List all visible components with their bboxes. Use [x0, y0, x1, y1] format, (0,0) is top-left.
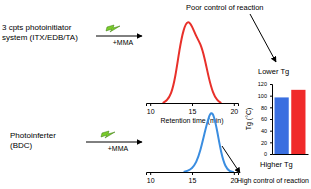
tick: 0	[264, 151, 272, 157]
tick: 80	[261, 105, 272, 111]
tick-mark	[270, 84, 272, 85]
tick-mark	[270, 96, 272, 97]
light-icon	[106, 25, 120, 32]
y-axis: 0 20 40 60 80 100 120	[258, 81, 273, 157]
tick-label: 15	[189, 108, 197, 115]
tick-mark	[150, 103, 151, 106]
light-icon	[101, 131, 115, 138]
initiator-label: system (ITX/EDB/TA)	[2, 33, 78, 42]
figure: 101520Retention time (min)10152002040608…	[0, 0, 311, 189]
tick: 20	[261, 140, 272, 146]
tick: 100	[258, 93, 272, 99]
initiator-label: Photoinferter	[10, 131, 56, 140]
tick-mark	[270, 154, 272, 155]
bar	[275, 97, 289, 154]
annotation: Lower Tg	[258, 67, 289, 76]
tick: 15	[189, 172, 197, 184]
tick: 120	[258, 81, 272, 87]
tick: 15	[189, 103, 197, 115]
tick-label: 0	[264, 151, 267, 157]
x-axis: 101520	[147, 172, 239, 184]
tick-label: 120	[258, 81, 267, 87]
tick: 60	[261, 116, 272, 122]
tick-mark	[192, 103, 193, 106]
plot-area	[275, 90, 306, 154]
gpc-curve	[163, 22, 222, 103]
tick-label: 100	[258, 93, 267, 99]
annotation: Higher Tg	[260, 160, 293, 169]
tick-mark	[270, 131, 272, 132]
tick-label: 80	[261, 105, 267, 111]
tick-mark	[270, 119, 272, 120]
tick-mark	[234, 103, 235, 106]
arrow	[222, 146, 240, 173]
axis-line	[147, 173, 239, 176]
annotation: High control of reaction	[237, 177, 309, 185]
gpc-curve	[184, 113, 234, 172]
tick: 10	[147, 103, 155, 115]
axis-line	[270, 85, 273, 155]
tick-label: 60	[261, 116, 267, 122]
reagent-label: +MMA	[108, 145, 129, 152]
tick-mark	[150, 172, 151, 175]
bar	[291, 90, 305, 154]
tick-mark	[270, 107, 272, 108]
arrow	[250, 14, 276, 62]
tick-label: 20	[261, 140, 267, 146]
tick-label: 15	[189, 177, 197, 184]
x-axis	[273, 154, 309, 156]
reagent-label: +MMA	[113, 39, 134, 46]
initiator-label: (BDC)	[10, 141, 33, 150]
x-axis: 10 15 20	[147, 103, 239, 115]
tick: 20	[230, 103, 238, 115]
tick-label: 10	[147, 177, 155, 184]
annotation: Poor control of reaction	[186, 3, 264, 12]
tick-label: 10	[147, 108, 155, 115]
initiator-label: 3 cpts photoinitiator	[2, 23, 72, 32]
tick-label: 40	[261, 128, 267, 134]
axis-line	[273, 154, 309, 155]
y-axis-title: Tg (°C)	[245, 108, 253, 131]
plot-area	[163, 22, 222, 103]
tick: 40	[261, 128, 272, 134]
tick: 10	[147, 172, 155, 184]
arrow	[96, 36, 142, 37]
tick-mark	[234, 172, 235, 175]
plot-area	[184, 113, 234, 172]
tick-mark	[192, 172, 193, 175]
tick-mark	[270, 142, 272, 143]
axis-line	[147, 104, 239, 107]
arrow	[86, 142, 142, 143]
tick-label: 20	[230, 108, 238, 115]
